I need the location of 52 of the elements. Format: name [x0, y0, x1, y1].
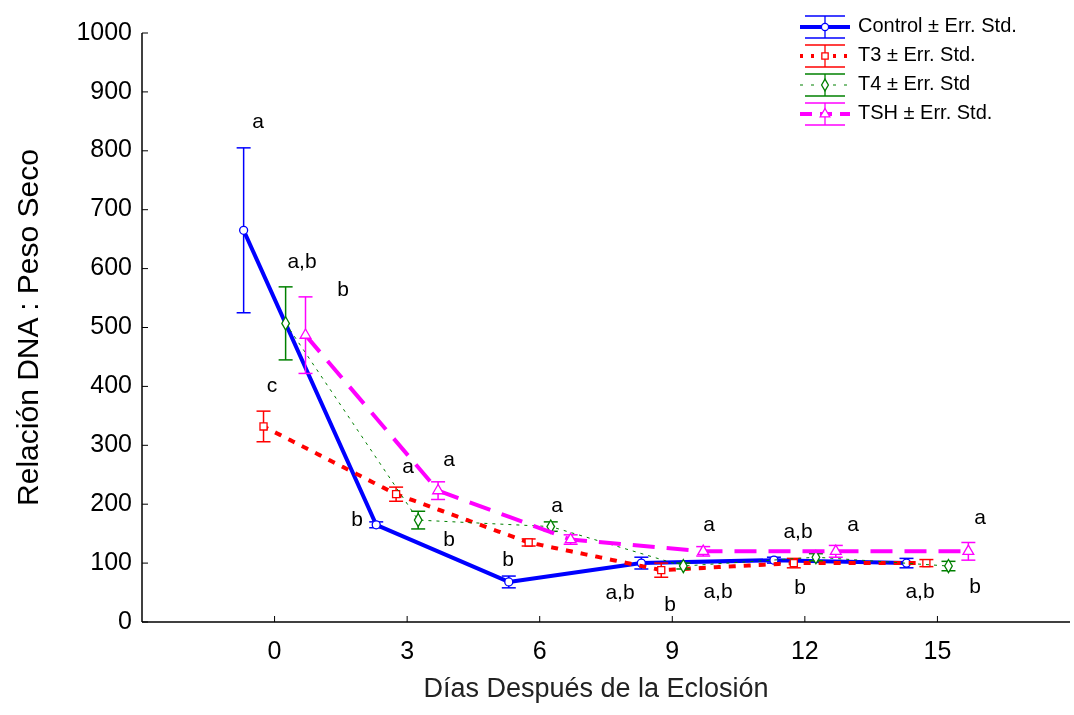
annotation: b	[969, 573, 981, 597]
y-axis-title: Relación DNA : Peso Seco	[11, 149, 44, 506]
annotation: c	[266, 372, 278, 396]
legend-label: Control ± Err. Std.	[858, 14, 1017, 37]
point	[962, 544, 975, 556]
x-tick-label: 6	[532, 635, 547, 664]
annotation: b	[351, 506, 363, 530]
x-tick-label: 0	[267, 635, 282, 664]
legend-label: T3 ± Err. Std.	[858, 43, 976, 66]
annotation: b	[794, 574, 806, 598]
annotation: a,b	[703, 578, 733, 602]
annotation: a	[443, 446, 456, 470]
x-tick-label: 3	[400, 635, 415, 664]
y-tick-label: 700	[90, 193, 132, 222]
x-axis-title: Días Después de la Eclosión	[423, 673, 769, 703]
x-tick-label: 15	[923, 635, 952, 664]
annotation: a	[551, 492, 564, 516]
y-tick-label: 100	[90, 546, 132, 575]
annotation: b	[443, 526, 455, 550]
annotation: a	[252, 108, 265, 132]
annotation: a	[703, 511, 716, 535]
y-tick-label: 200	[90, 487, 132, 516]
y-tick-label: 600	[90, 252, 132, 281]
annotation: a,b	[605, 579, 635, 603]
annotation: a	[402, 453, 415, 477]
legend-label: T4 ± Err. Std	[858, 72, 971, 95]
point	[239, 225, 249, 235]
point	[789, 558, 798, 568]
y-tick-label: 1000	[76, 16, 132, 45]
annotation: b	[664, 591, 676, 615]
annotation: a	[974, 504, 987, 528]
y-tick-label: 500	[90, 311, 132, 340]
legend-label: TSH ± Err. Std.	[858, 101, 993, 124]
y-tick-label: 800	[90, 134, 132, 163]
y-tick-label: 900	[90, 75, 132, 104]
annotation: a,b	[783, 518, 813, 542]
point	[299, 328, 312, 339]
annotation: a	[847, 511, 860, 535]
point	[391, 490, 401, 499]
point	[432, 483, 445, 495]
y-tick-label: 0	[118, 605, 132, 634]
annotation: a,b	[287, 248, 317, 272]
annotation: a,b	[905, 578, 935, 602]
x-tick-label: 9	[665, 635, 680, 664]
y-tick-label: 300	[90, 428, 132, 457]
point	[259, 422, 268, 431]
y-tick-label: 400	[90, 370, 132, 399]
point	[657, 565, 666, 575]
annotation: b	[502, 546, 514, 570]
x-tick-label: 12	[790, 635, 819, 664]
annotation: b	[337, 276, 349, 300]
point	[371, 520, 381, 530]
